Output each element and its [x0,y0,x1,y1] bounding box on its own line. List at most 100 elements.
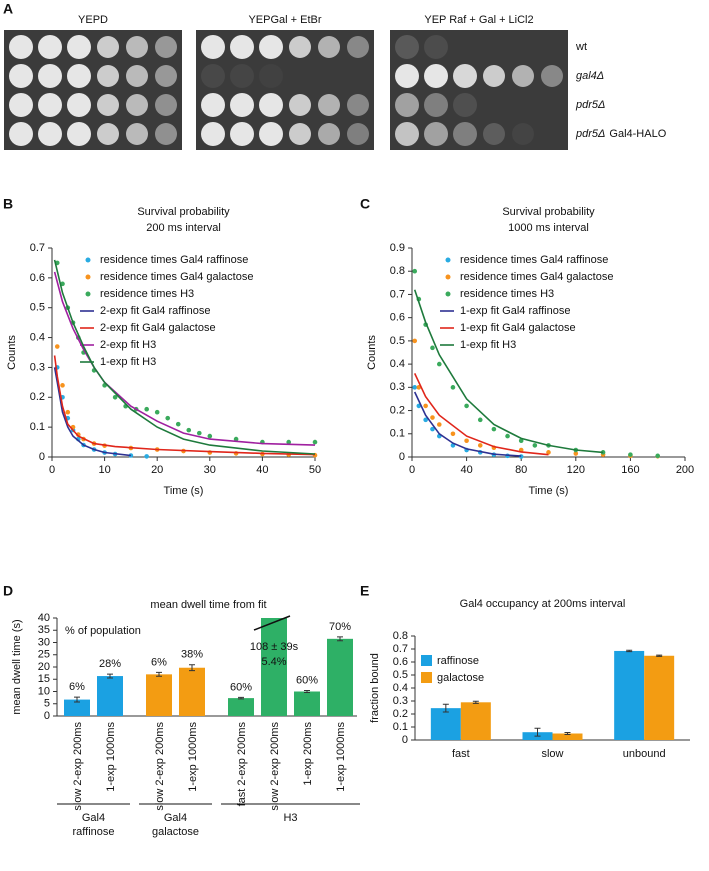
x-tick-label: slow 2-exp 200ms [269,722,281,811]
y-tick-label: 0.7 [393,643,408,655]
spot [9,35,33,59]
spot [201,35,225,59]
population-label: 5.4% [261,656,286,668]
y-axis-label: Counts [366,335,378,370]
error-bar [107,673,113,679]
spot [230,35,254,59]
bar [552,733,583,740]
data-point [196,430,202,436]
fit-line [413,289,604,454]
spot [67,122,91,146]
data-point [430,426,435,432]
group-label: H3 [283,812,297,824]
y-tick-label: 0.5 [390,335,405,347]
data-point [65,409,71,415]
spot [201,64,225,88]
spot [201,122,225,146]
y-tick-label: 0.3 [390,381,405,393]
spot [38,35,62,59]
y-tick-label: 0.4 [30,331,45,343]
y-tick-label: 40 [38,612,50,624]
x-tick-label: 0 [409,464,415,476]
data-point [430,345,435,351]
legend-label: 2-exp fit Gal4 raffinose [100,305,210,317]
strain-italic: pdr5Δ [575,99,605,111]
y-tick-label: 0.6 [390,312,405,324]
y-axis-label: mean dwell time (s) [11,619,23,714]
panel-letter: B [3,196,13,212]
x-axis-label: Time (s) [529,485,569,497]
y-tick-label: 0.1 [393,721,408,733]
x-tick-label: 1-exp 1000ms [335,722,347,792]
y-tick-label: 10 [38,685,50,697]
bar [614,650,645,740]
plate [196,30,374,150]
legend-label: galactose [437,672,484,684]
spot [155,65,177,87]
legend-swatch [445,274,451,280]
data-point [423,403,428,409]
y-tick-label: 5 [44,698,50,710]
chart-title: Survival probability [502,206,595,218]
data-point [60,383,65,388]
population-label: 38% [181,649,203,661]
panel-letter: C [360,196,370,212]
spot [126,94,148,116]
legend-label: 1-exp fit H3 [460,339,516,351]
y-tick-label: 0.1 [30,421,45,433]
data-point [286,439,292,445]
legend-label: 2-exp fit Gal4 galactose [100,322,216,334]
bar [460,702,491,740]
fit-line [53,271,316,446]
spot [424,64,448,88]
strain-label: gal4Δ [576,70,604,82]
spot [318,123,340,145]
spot [155,123,177,145]
error-bar [238,696,244,700]
data-point [573,451,579,456]
x-tick-label: slow 2-exp 200ms [72,722,84,811]
x-tick-label: fast 2-exp 200ms [236,722,248,807]
data-point [165,415,171,421]
data-point [491,426,497,432]
data-point [477,417,483,423]
fit-line [413,373,549,456]
data-point [628,452,633,457]
y-tick-label: 25 [38,649,50,661]
spot [453,122,477,146]
x-tick-label: 10 [98,464,110,476]
data-point [186,427,192,433]
y-tick-label: 0.5 [393,669,408,681]
spot [67,93,91,117]
legend-label: residence times Gal4 galactose [100,271,253,283]
data-point [412,338,418,344]
panel-letter: E [360,583,369,599]
spot [424,93,448,117]
spot [395,93,419,117]
y-tick-label: 0.2 [393,708,408,720]
error-bar [156,671,162,677]
bar [261,618,287,716]
axis-break [253,615,291,631]
plate [4,30,182,150]
x-tick-label: 80 [515,464,527,476]
bar [430,708,461,740]
population-label: 6% [69,681,85,693]
y-tick-label: 0.8 [390,265,405,277]
plate [390,30,568,150]
x-tick-label: unbound [623,748,666,760]
spot [67,35,91,59]
chart-title: Gal4 occupancy at 200ms interval [460,598,626,610]
population-label: 60% [296,674,318,686]
spot [155,94,177,116]
error-bar [564,731,571,736]
spot [289,94,311,116]
y-tick-label: 0.6 [393,656,408,668]
spot [395,64,419,88]
group-label: raffinose [73,826,115,838]
population-label: 6% [151,656,167,668]
y-tick-label: 0.2 [30,391,45,403]
data-point [128,453,134,458]
spot [230,122,254,146]
